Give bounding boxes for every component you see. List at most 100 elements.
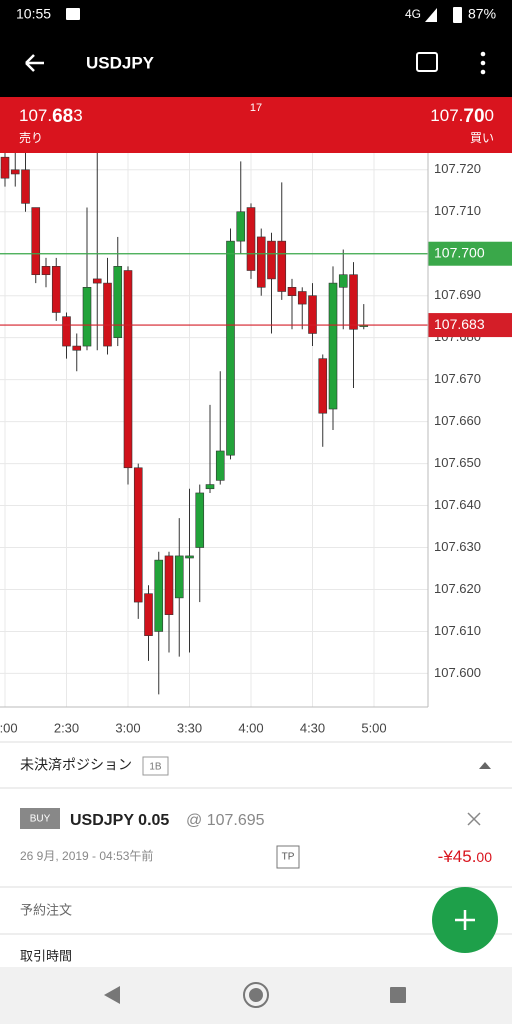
header-bg xyxy=(0,0,512,97)
quote-bar xyxy=(0,97,512,153)
candle-body xyxy=(246,207,256,271)
candle-body xyxy=(10,169,20,175)
y-tick-label: 107.630 xyxy=(434,539,481,554)
position-symbol: USDJPY 0.05 xyxy=(70,812,169,829)
y-tick-label: 107.620 xyxy=(434,581,481,596)
collapse-button[interactable] xyxy=(479,762,491,769)
tp-badge[interactable] xyxy=(276,845,300,869)
candle-body xyxy=(31,207,41,276)
price-label-box xyxy=(428,313,512,338)
status-time: 10:55 xyxy=(16,6,51,22)
y-tick-label: 107.690 xyxy=(434,287,481,302)
y-tick-label: 107.650 xyxy=(434,455,481,470)
candle-body xyxy=(349,274,358,330)
position-time: 26 9月, 2019 - 04:53午前 xyxy=(20,848,153,863)
close-position-button[interactable] xyxy=(467,812,481,826)
wallet-button[interactable] xyxy=(416,52,438,72)
y-tick-label: 107.610 xyxy=(434,623,481,638)
candle-body xyxy=(0,156,10,179)
plot-area xyxy=(0,153,428,707)
candle-body xyxy=(123,270,133,469)
pl-part: 00 xyxy=(476,849,492,865)
candle-body xyxy=(103,282,112,347)
bid-price[interactable]: 107.683 xyxy=(19,106,83,127)
positions-title: 未決済ポジション xyxy=(20,757,132,773)
bid-part: 3 xyxy=(73,106,82,125)
candle-body xyxy=(205,484,215,490)
x-tick-label: 2:00 xyxy=(0,720,18,735)
candle-body xyxy=(62,316,71,347)
ask-price[interactable]: 107.700 xyxy=(430,106,494,127)
ask-part: 0 xyxy=(485,106,494,125)
pl-part: -¥45. xyxy=(438,847,477,866)
candle-body xyxy=(21,169,30,204)
gallery-icon xyxy=(66,8,80,20)
bid-part: 107. xyxy=(19,106,52,125)
ask-part: 70 xyxy=(463,106,484,127)
x-tick-label: 3:00 xyxy=(115,720,140,735)
candle-body xyxy=(164,555,174,615)
ask-part: 107. xyxy=(430,106,463,125)
candle-body xyxy=(328,282,338,410)
nav-back[interactable] xyxy=(104,986,120,1004)
signal-icon xyxy=(425,8,437,22)
x-tick-label: 3:30 xyxy=(177,720,202,735)
y-tick-label: 107.720 xyxy=(434,161,481,176)
menu-item[interactable]: 取引時間 xyxy=(20,948,72,963)
count-badge xyxy=(142,756,169,776)
candle-body xyxy=(133,467,143,603)
candle-body xyxy=(215,450,225,481)
nav-recent[interactable] xyxy=(390,987,406,1003)
candle-body xyxy=(144,593,153,636)
candle-body xyxy=(154,559,164,632)
back-button[interactable] xyxy=(25,54,44,72)
nav-home-dot xyxy=(249,988,263,1002)
candle-body xyxy=(338,274,348,288)
candle-body xyxy=(185,555,194,559)
x-tick-label: 2:30 xyxy=(54,720,79,735)
candle-body xyxy=(174,555,184,599)
candle-body xyxy=(82,287,92,347)
price-label-box xyxy=(428,241,512,266)
x-tick-label: 4:00 xyxy=(238,720,263,735)
y-tick-label: 107.640 xyxy=(434,497,481,512)
spread: 17 xyxy=(250,102,262,114)
y-tick-label: 107.710 xyxy=(434,203,481,218)
price-label: 107.700 xyxy=(434,244,485,260)
ask-label: 買い xyxy=(470,131,494,145)
bid-part: 68 xyxy=(52,106,73,127)
candle-body xyxy=(256,236,266,288)
position-pl: -¥45.00 xyxy=(438,847,493,866)
nav-home[interactable] xyxy=(243,982,269,1008)
menu-button[interactable] xyxy=(480,51,486,75)
candle-body xyxy=(236,211,246,242)
candle-body xyxy=(195,492,205,548)
position-tp: TP xyxy=(282,852,295,863)
y-tick-label: 107.670 xyxy=(434,371,481,386)
positions-count: 1B xyxy=(149,762,162,773)
x-tick-label: 4:30 xyxy=(300,720,325,735)
candle-body xyxy=(51,266,61,313)
bid-label: 売り xyxy=(19,130,43,145)
candle-body xyxy=(226,240,235,456)
status-battery: 87% xyxy=(468,6,496,22)
candle-body xyxy=(113,266,123,338)
position-side: BUY xyxy=(30,814,51,825)
y-tick-label: 107.660 xyxy=(434,413,481,428)
candle-body xyxy=(318,358,328,414)
candle-body xyxy=(297,291,307,305)
candle-body xyxy=(267,240,276,280)
candle-body xyxy=(287,287,297,296)
candle-body xyxy=(72,345,82,351)
x-tick-label: 5:00 xyxy=(361,720,386,735)
candle-body xyxy=(41,266,51,276)
battery-icon xyxy=(453,7,462,23)
candle-body xyxy=(92,278,102,284)
add-icon xyxy=(455,910,475,930)
candle-body xyxy=(308,295,317,334)
candle-body xyxy=(277,240,287,292)
menu-item[interactable]: 予約注文 xyxy=(20,902,72,917)
chart: 107.600 107.610 107.620 107.630 107.640 107.6… xyxy=(0,153,512,735)
